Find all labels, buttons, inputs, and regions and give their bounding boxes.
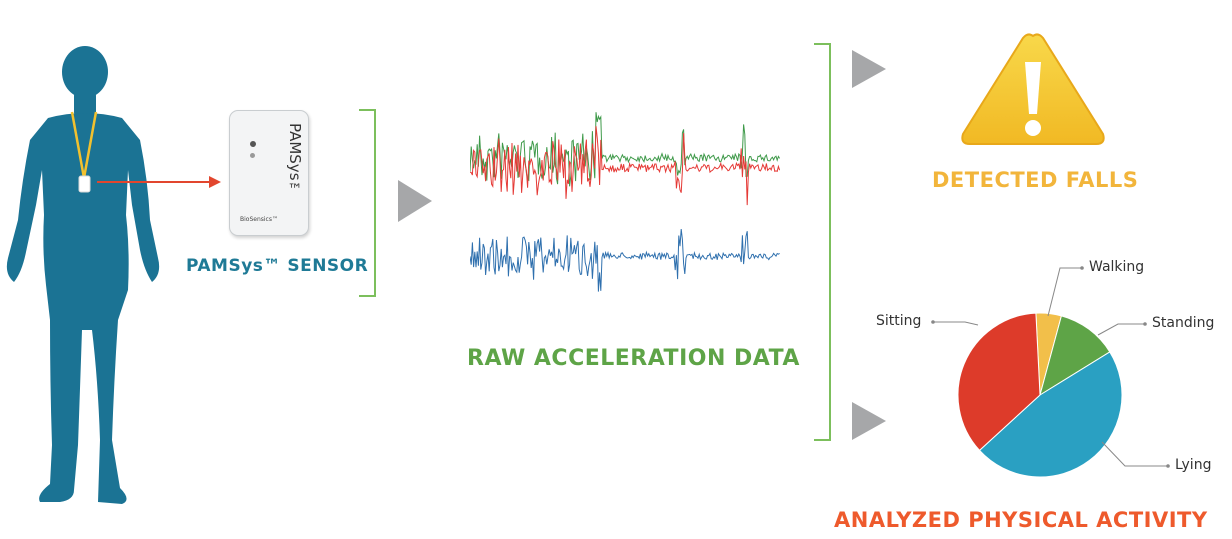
falls-label: DETECTED FALLS [932,168,1139,192]
acceleration-signal-plot [470,112,781,292]
pie-slice-sitting [957,312,1041,452]
play-arrow-icon [398,180,432,222]
raw-data-label: RAW ACCELERATION DATA [467,346,800,371]
sensor-bracket [359,109,376,297]
sensor-device: PAMSys™ BioSensics™ [229,110,309,236]
pie-slice-lying [978,351,1123,478]
activity-pie-chart [957,312,1123,478]
warning-triangle-icon [961,33,1105,145]
pie-slice-standing [1039,315,1111,397]
sensor-maker-text: BioSensics™ [240,216,278,223]
activity-label: ANALYZED PHYSICAL ACTIVITY [834,508,1208,532]
play-arrow-icon [852,402,886,440]
pie-label-standing: Standing [1152,315,1215,331]
sensor-led [250,153,255,158]
signal-trace-green [470,112,781,187]
sensor-brand-text: PAMSys™ [286,123,304,199]
pie-label-sitting: Sitting [876,313,922,329]
data-bracket [814,43,831,441]
pie-label-lying: Lying [1175,457,1212,473]
pie-label-walking: Walking [1089,259,1145,275]
human-figure-icon [6,46,160,504]
sensor-pointer-arrow [97,176,221,188]
play-arrow-icon [852,50,886,88]
signal-trace-blue [470,228,780,292]
sensor-led [250,141,256,147]
signal-trace-red [470,126,781,206]
sensor-label: PAMSys™ SENSOR [186,256,369,276]
